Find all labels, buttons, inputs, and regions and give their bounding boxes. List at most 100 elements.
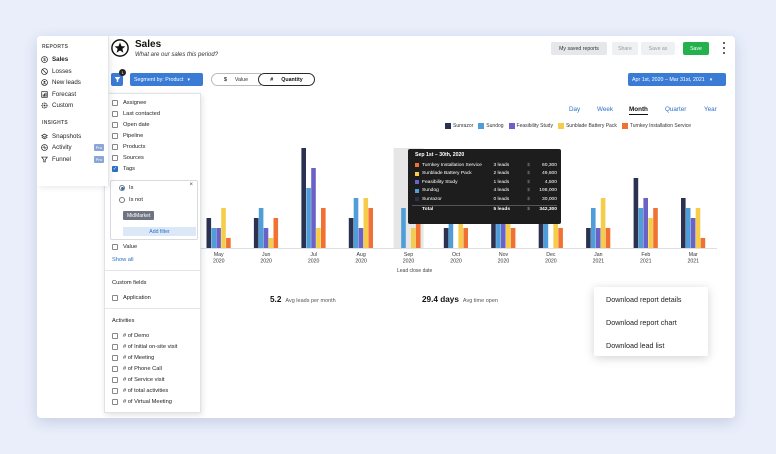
activity-initial-visit[interactable]: # of Initial on-site visit bbox=[112, 344, 177, 350]
legend-item[interactable]: Sunrazor bbox=[445, 123, 473, 129]
checkbox[interactable] bbox=[112, 111, 118, 117]
field-value[interactable]: Value bbox=[112, 244, 137, 250]
bar-sundog[interactable] bbox=[211, 228, 216, 248]
bar-turnkey-installation-service[interactable] bbox=[463, 228, 468, 248]
download-report-details[interactable]: Download report details bbox=[606, 295, 682, 304]
checkbox[interactable] bbox=[112, 344, 118, 350]
bar-sunrazor[interactable] bbox=[348, 218, 354, 248]
bar-sunblade-battery-pack[interactable] bbox=[363, 198, 369, 248]
bar-turnkey-installation-service[interactable] bbox=[321, 208, 326, 248]
legend-item[interactable]: Feasibility Study bbox=[508, 123, 553, 129]
date-range-picker[interactable]: Apr 1st, 2020 – Mar 31st, 2021 ▾ bbox=[628, 73, 726, 86]
bar-sundog[interactable] bbox=[638, 208, 644, 248]
more-options-icon[interactable] bbox=[721, 42, 727, 54]
bar-sundog[interactable] bbox=[258, 208, 264, 248]
bar-sunblade-battery-pack[interactable] bbox=[221, 208, 226, 248]
activity-virtual-meeting[interactable]: # of Virtual Meeting bbox=[112, 399, 172, 405]
bar-sunblade-battery-pack[interactable] bbox=[411, 228, 416, 248]
save-as-button[interactable]: Save as bbox=[641, 42, 675, 55]
bar-sunblade-battery-pack[interactable] bbox=[316, 228, 321, 248]
nav-item-sales[interactable]: $ Sales bbox=[37, 54, 108, 66]
close-icon[interactable]: × bbox=[189, 182, 193, 188]
activity-meeting[interactable]: # of Meeting bbox=[112, 355, 154, 361]
bar-turnkey-installation-service[interactable] bbox=[558, 228, 563, 248]
bar-sundog[interactable] bbox=[543, 208, 549, 248]
download-lead-list[interactable]: Download lead list bbox=[606, 341, 665, 350]
checkbox[interactable] bbox=[112, 366, 118, 372]
bar-sunblade-battery-pack[interactable] bbox=[600, 198, 606, 248]
bar-sundog[interactable] bbox=[496, 208, 501, 248]
bar-turnkey-installation-service[interactable] bbox=[605, 228, 611, 248]
bar-sunblade-battery-pack[interactable] bbox=[695, 208, 701, 248]
save-button[interactable]: Save bbox=[683, 42, 709, 55]
bar-feasibility-study[interactable] bbox=[643, 198, 648, 248]
quantity-toggle[interactable]: # Quantity bbox=[258, 73, 315, 86]
bar-sundog[interactable] bbox=[353, 198, 359, 248]
bar-sunrazor[interactable] bbox=[253, 218, 259, 248]
bar-sunrazor[interactable] bbox=[681, 198, 686, 248]
bar-sunrazor[interactable] bbox=[301, 148, 306, 248]
bar-sundog[interactable] bbox=[401, 208, 406, 248]
bar-feasibility-study[interactable] bbox=[216, 228, 221, 248]
bar-turnkey-installation-service[interactable] bbox=[653, 208, 658, 248]
bar-feasibility-study[interactable] bbox=[501, 218, 506, 248]
bar-sunblade-battery-pack[interactable] bbox=[648, 218, 653, 248]
filter-button[interactable] bbox=[111, 73, 123, 86]
tag-chip[interactable]: MidMarket bbox=[123, 211, 155, 220]
radio-is-not[interactable]: Is not bbox=[119, 197, 143, 203]
radio[interactable] bbox=[119, 197, 125, 203]
checkbox-checked[interactable]: ✓ bbox=[112, 166, 118, 172]
field-products[interactable]: Products bbox=[112, 144, 145, 150]
add-filter-button[interactable]: Add filter bbox=[123, 227, 196, 236]
bar-feasibility-study[interactable] bbox=[358, 228, 364, 248]
bar-turnkey-installation-service[interactable] bbox=[226, 238, 231, 248]
bar-sundog[interactable] bbox=[591, 208, 596, 248]
nav-item-custom[interactable]: Custom bbox=[37, 100, 108, 112]
nav-item-activity[interactable]: Activity Pro bbox=[37, 142, 108, 154]
checkbox[interactable] bbox=[112, 144, 118, 150]
checkbox[interactable] bbox=[112, 377, 118, 383]
bar-turnkey-installation-service[interactable] bbox=[700, 238, 706, 248]
bar-feasibility-study[interactable] bbox=[690, 218, 696, 248]
checkbox[interactable] bbox=[112, 333, 118, 339]
bar-sunblade-battery-pack[interactable] bbox=[268, 238, 274, 248]
radio-selected[interactable] bbox=[119, 185, 125, 191]
activity-service-visit[interactable]: # of Service visit bbox=[112, 377, 164, 383]
bar-turnkey-installation-service[interactable] bbox=[368, 208, 373, 248]
bar-sundog[interactable] bbox=[685, 208, 691, 248]
bar-feasibility-study[interactable] bbox=[311, 168, 316, 248]
bar-sunblade-battery-pack[interactable] bbox=[553, 218, 558, 248]
nav-item-losses[interactable]: Losses bbox=[37, 66, 108, 78]
period-month[interactable]: Month bbox=[629, 106, 648, 115]
checkbox[interactable] bbox=[112, 122, 118, 128]
nav-item-forecast[interactable]: Forecast bbox=[37, 89, 108, 101]
show-all-link[interactable]: Show all bbox=[112, 257, 134, 263]
download-report-chart[interactable]: Download report chart bbox=[606, 318, 677, 327]
bar-sunrazor[interactable] bbox=[206, 218, 212, 248]
bar-sundog[interactable] bbox=[306, 188, 311, 248]
period-year[interactable]: Year bbox=[704, 106, 717, 113]
field-open-date[interactable]: Open date bbox=[112, 122, 150, 128]
nav-item-new-leads[interactable]: New leads bbox=[37, 77, 108, 89]
bar-feasibility-study[interactable] bbox=[595, 228, 601, 248]
nav-item-funnel[interactable]: Funnel Pro bbox=[37, 154, 108, 166]
checkbox[interactable] bbox=[112, 355, 118, 361]
checkbox[interactable] bbox=[112, 155, 118, 161]
period-day[interactable]: Day bbox=[569, 106, 581, 113]
bar-turnkey-installation-service[interactable] bbox=[510, 228, 516, 248]
field-tags[interactable]: ✓ Tags bbox=[112, 166, 136, 172]
my-saved-reports-button[interactable]: My saved reports bbox=[551, 42, 607, 55]
activity-total[interactable]: # of total activities bbox=[112, 388, 168, 394]
segment-dropdown[interactable]: Segment by: Product ▾ bbox=[130, 73, 203, 86]
legend-item[interactable]: Sunblade Battery Pack bbox=[557, 123, 617, 129]
checkbox[interactable] bbox=[112, 399, 118, 405]
bar-sunrazor[interactable] bbox=[633, 178, 639, 248]
bar-feasibility-study[interactable] bbox=[263, 228, 269, 248]
activity-phone-call[interactable]: # of Phone Call bbox=[112, 366, 162, 372]
legend-item[interactable]: Turnkey Installation Service bbox=[621, 123, 691, 129]
period-quarter[interactable]: Quarter bbox=[665, 106, 687, 113]
checkbox[interactable] bbox=[112, 100, 118, 106]
bar-sunblade-battery-pack[interactable] bbox=[505, 218, 511, 248]
field-assignee[interactable]: Assignee bbox=[112, 100, 146, 106]
period-week[interactable]: Week bbox=[597, 106, 613, 113]
